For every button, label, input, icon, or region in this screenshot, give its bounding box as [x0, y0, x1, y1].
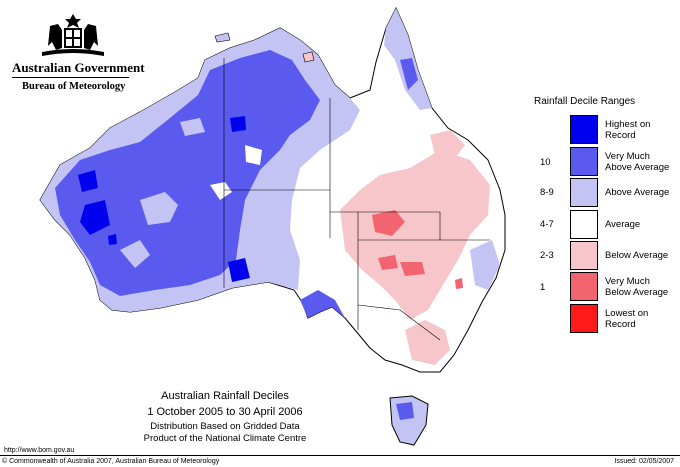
map-product: Product of the National Climate Centre [143, 433, 307, 444]
region-very-much-above-cape [400, 58, 418, 90]
region-very-much-below-b [378, 255, 398, 270]
coat-of-arms-icon [42, 14, 104, 56]
region-average-hole-b [245, 145, 262, 165]
island-gulf [302, 51, 315, 63]
legend-label-above: Above Average [605, 187, 670, 198]
legend-range-above: 8-9 [540, 187, 554, 198]
region-below-average-se [405, 320, 450, 365]
legend-swatch-above [570, 178, 598, 207]
footer-divider [0, 455, 680, 456]
region-below-average-ne [430, 130, 465, 158]
legend-range-very-much-below: 1 [540, 282, 546, 293]
region-above-average-se-coast [470, 240, 500, 290]
header-divider [12, 77, 129, 78]
region-very-much-below-a [372, 210, 405, 236]
legend-range-very-much-above: 10 [540, 157, 551, 168]
legend-swatch-below [570, 241, 598, 270]
region-below-average-east [340, 150, 490, 320]
region-highest-e [108, 234, 117, 245]
island-north [214, 32, 231, 43]
region-highest-d [230, 116, 246, 132]
legend-range-below: 2-3 [540, 250, 554, 261]
region-above-average-south [300, 290, 345, 318]
region-highest-c [228, 258, 250, 282]
legend-swatch-very-much-below [570, 272, 598, 301]
region-very-much-above-west [55, 50, 320, 296]
legend-label-lowest: Lowest on Record [605, 308, 649, 330]
legend-swatch-average [570, 210, 598, 239]
legend-label-highest: Highest on Record [605, 119, 651, 141]
government-title: Australian Government [12, 60, 145, 75]
region-highest-a [78, 170, 98, 192]
region-above-hole-c [180, 118, 205, 136]
legend-title: Rainfall Decile Ranges [534, 96, 636, 107]
bureau-title: Bureau of Meteorology [22, 81, 126, 92]
state-border-nsw-vic [357, 304, 441, 341]
map-period: 1 October 2005 to 30 April 2006 [147, 406, 303, 418]
region-average-hole-a [210, 182, 232, 200]
issued-date: Issued: 02/05/2007 [614, 458, 674, 465]
tasmania-very-much-above [396, 402, 414, 420]
state-border-sa-qld [330, 211, 441, 240]
legend-swatch-very-much-above [570, 147, 598, 176]
bom-url: http://www.bom.gov.au [4, 447, 75, 454]
map-title: Australian Rainfall Deciles [161, 390, 289, 402]
region-above-hole-a [140, 192, 178, 225]
legend-swatch-lowest [570, 304, 598, 333]
copyright-text: © Commonwealth of Australia 2007, Austra… [2, 458, 220, 465]
region-very-much-below-c [400, 262, 425, 276]
region-highest-b [80, 200, 110, 235]
region-very-much-below-d [455, 278, 463, 289]
legend-label-very-much-below: Very Much Below Average [605, 276, 669, 298]
map-basis: Distribution Based on Gridded Data [150, 421, 300, 432]
legend-label-below: Below Average [605, 250, 669, 261]
legend-swatch-highest [570, 115, 598, 144]
region-above-hole-b [120, 240, 150, 268]
legend-range-average: 4-7 [540, 219, 554, 230]
legend-label-average: Average [605, 219, 641, 230]
legend-label-very-much-above: Very Much Above Average [605, 151, 670, 173]
